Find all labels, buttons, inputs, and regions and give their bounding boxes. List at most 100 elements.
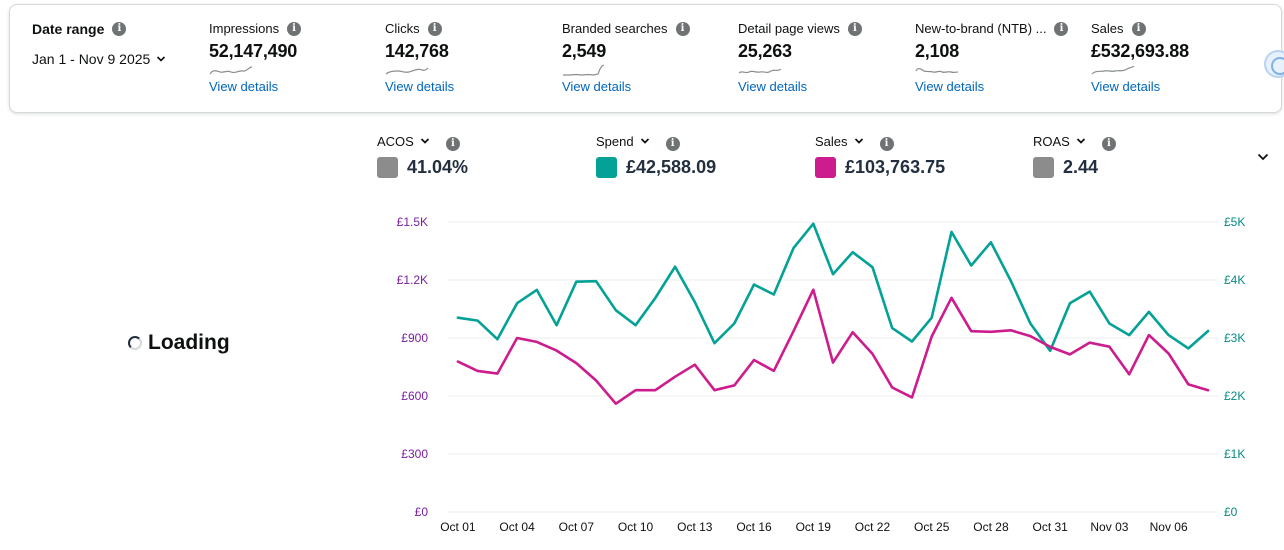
view-details-link[interactable]: View details <box>209 79 279 94</box>
performance-line-chart: £0£300£600£900£1.2K£1.5K £0£1K£2K£3K£4K£… <box>397 215 1246 534</box>
info-icon[interactable]: i <box>1054 21 1069 36</box>
right-axis-tick-label: £0 <box>1224 505 1238 519</box>
sparkline-icon <box>1091 65 1135 75</box>
metric-label: Detail page views <box>738 21 840 36</box>
series-color-swatch[interactable] <box>815 157 836 178</box>
collapse-chevron-icon[interactable] <box>1256 150 1270 164</box>
chart-gridlines <box>448 221 1218 513</box>
metric-value: 52,147,490 <box>209 41 298 61</box>
x-axis-tick-label: Nov 03 <box>1090 520 1128 534</box>
x-axis-tick-label: Oct 31 <box>1032 520 1068 534</box>
right-axis-tick-label: £2K <box>1224 389 1245 403</box>
info-icon[interactable]: i <box>445 137 460 151</box>
loading-indicator: Loading <box>128 331 230 355</box>
metric-label: Sales <box>1091 21 1124 36</box>
metric-clicks: Clicks i 142,768 View details <box>385 21 555 94</box>
metric-label: Impressions <box>209 21 280 36</box>
chevron-down-icon <box>157 56 166 62</box>
spinner-icon <box>128 336 142 350</box>
date-range-label: Date range <box>32 21 105 37</box>
x-axis: Oct 01 Oct 04 Oct 07 Oct 10 Oct 13 Oct 16 Oct … <box>440 520 1188 534</box>
info-icon[interactable]: i <box>675 21 690 36</box>
left-axis: £0 £300 £600 £900 £1.2K £1.5K <box>397 215 429 519</box>
carousel-scroll-button[interactable] <box>1264 50 1284 78</box>
chevron-down-icon[interactable] <box>640 136 650 146</box>
chevron-down-icon[interactable] <box>420 136 430 146</box>
sparkline-icon <box>563 64 605 76</box>
metric-value: 2,108 <box>915 41 960 61</box>
kpi-value: £42,588.09 <box>626 157 717 177</box>
metric-sales: Sales i £532,693.88 View details <box>1091 21 1261 94</box>
left-axis-tick-label: £1.2K <box>397 273 428 287</box>
date-range-heading: Date range i <box>32 21 202 37</box>
metric-detail-page-views: Detail page views i 25,263 View details <box>738 21 908 94</box>
kpi-label: ACOS <box>377 133 414 149</box>
info-icon[interactable]: i <box>847 21 862 36</box>
info-icon[interactable]: i <box>1131 21 1146 36</box>
series-line-sales <box>456 288 1210 405</box>
x-axis-tick-label: Oct 04 <box>499 520 535 534</box>
info-icon[interactable]: i <box>879 137 894 151</box>
kpi-value: 2.44 <box>1063 157 1099 177</box>
date-range-dropdown[interactable]: Jan 1 - Nov 9 2025 <box>32 51 202 67</box>
kpi-roas: ROAS i 2.44 <box>1033 131 1116 178</box>
left-axis-tick-label: £1.5K <box>397 215 428 229</box>
series-color-swatch[interactable] <box>377 157 398 178</box>
left-axis-tick-label: £0 <box>415 505 429 519</box>
sparkline-icon <box>385 67 429 75</box>
kpi-value: 41.04% <box>407 157 469 177</box>
metric-label: Branded searches <box>562 21 668 36</box>
right-axis-tick-label: £5K <box>1224 215 1245 229</box>
kpi-label: Sales <box>815 133 848 149</box>
view-details-link[interactable]: View details <box>562 79 632 94</box>
x-axis-tick-label: Oct 13 <box>677 520 713 534</box>
right-axis-tick-label: £1K <box>1224 447 1245 461</box>
x-axis-tick-label: Oct 25 <box>914 520 950 534</box>
sparkline-icon <box>738 68 782 74</box>
series-color-swatch[interactable] <box>1033 157 1054 178</box>
metric-branded-searches: Branded searches i 2,549 View details <box>562 21 732 94</box>
info-icon[interactable]: i <box>427 21 442 36</box>
metric-label: Clicks <box>385 21 420 36</box>
x-axis-tick-label: Nov 06 <box>1150 520 1188 534</box>
view-details-link[interactable]: View details <box>1091 79 1161 94</box>
view-details-link[interactable]: View details <box>915 79 985 94</box>
metric-impressions: Impressions i 52,147,490 View details <box>209 21 379 94</box>
info-icon[interactable]: i <box>665 137 680 151</box>
right-axis: £0 £1K £2K £3K £4K £5K <box>1224 215 1245 519</box>
metric-value: £532,693.88 <box>1091 41 1189 61</box>
view-details-link[interactable]: View details <box>385 79 455 94</box>
series-color-swatch[interactable] <box>596 157 617 178</box>
info-icon[interactable]: i <box>112 22 127 36</box>
date-range-value: Jan 1 - Nov 9 2025 <box>32 51 151 67</box>
date-range-block: Date range i Jan 1 - Nov 9 2025 <box>32 21 202 67</box>
loading-text: Loading <box>148 331 230 354</box>
sparkline-icon <box>915 68 959 74</box>
chevron-down-icon[interactable] <box>1076 136 1086 146</box>
left-axis-tick-label: £600 <box>401 389 428 403</box>
info-icon[interactable]: i <box>1101 137 1116 151</box>
chart-series <box>456 222 1210 405</box>
x-axis-tick-label: Oct 22 <box>855 520 891 534</box>
kpi-acos: ACOS i 41.04% <box>377 131 468 178</box>
x-axis-tick-label: Oct 07 <box>559 520 595 534</box>
metric-value: 25,263 <box>738 41 792 61</box>
metric-label: New-to-brand (NTB) ... <box>915 21 1047 36</box>
chevron-down-icon[interactable] <box>854 136 864 146</box>
kpi-label: Spend <box>596 133 634 149</box>
x-axis-tick-label: Oct 16 <box>736 520 772 534</box>
metric-new-to-brand: New-to-brand (NTB) ... i 2,108 View detai… <box>915 21 1085 94</box>
kpi-value: £103,763.75 <box>845 157 946 177</box>
info-icon[interactable]: i <box>287 21 302 36</box>
kpi-spend: Spend i £42,588.09 <box>596 131 716 178</box>
view-details-link[interactable]: View details <box>738 79 808 94</box>
left-axis-tick-label: £900 <box>401 331 428 345</box>
metric-value: 142,768 <box>385 41 449 61</box>
metrics-summary-card: Date range i Jan 1 - Nov 9 2025 Impressi… <box>9 4 1282 113</box>
right-axis-tick-label: £3K <box>1224 331 1245 345</box>
sparkline-icon <box>209 66 253 75</box>
metric-value: 2,549 <box>562 41 607 61</box>
x-axis-tick-label: Oct 01 <box>440 520 476 534</box>
x-axis-tick-label: Oct 10 <box>618 520 654 534</box>
kpi-sales: Sales i £103,763.75 <box>815 131 945 178</box>
